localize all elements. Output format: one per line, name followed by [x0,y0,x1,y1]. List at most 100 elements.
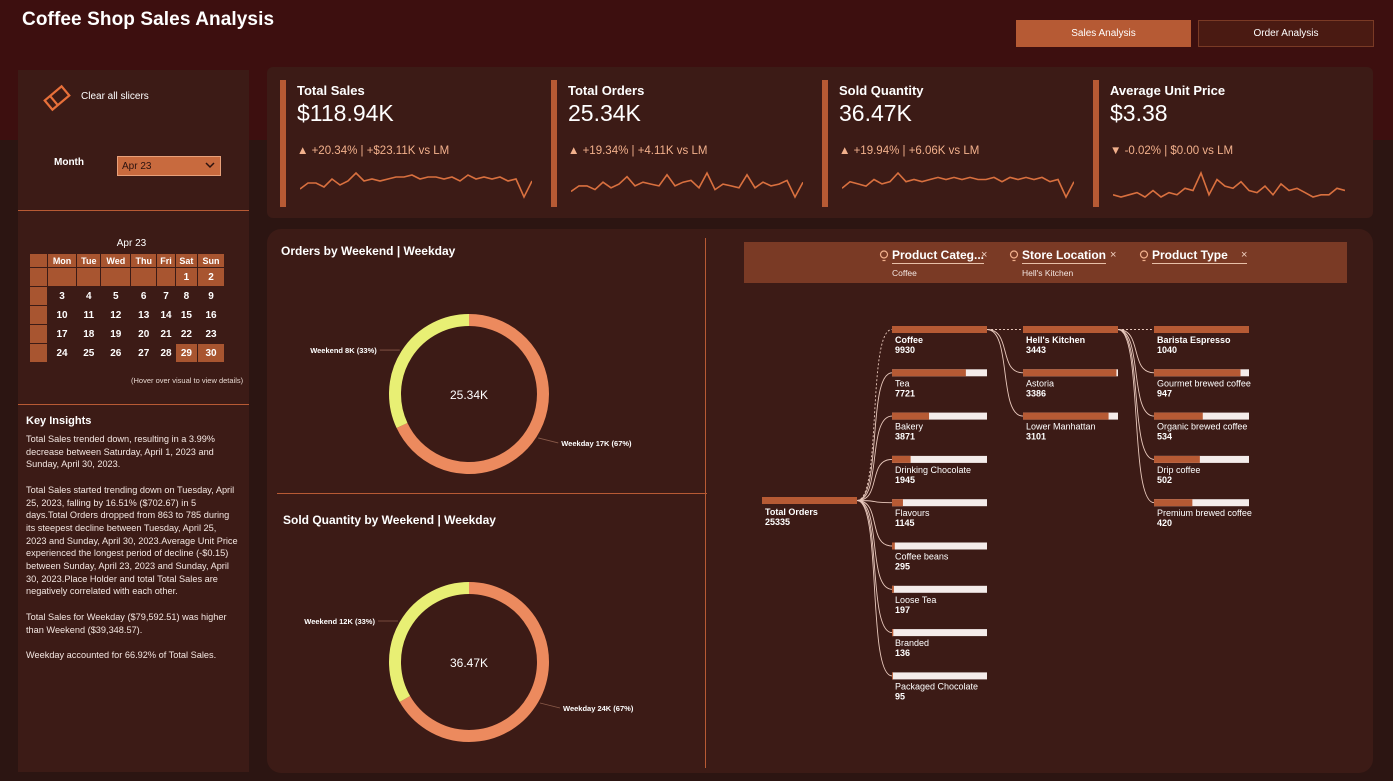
close-icon[interactable]: × [981,249,988,261]
tree-node-bar[interactable] [1023,326,1118,333]
tree-node-label: Packaged Chocolate [895,681,978,691]
tree-node-track [892,629,987,637]
donut-slice-weekend[interactable] [389,314,470,429]
tree-node-bar[interactable] [1154,369,1241,377]
calendar-day[interactable]: 11 [77,306,101,324]
tree-node-bar[interactable] [1154,412,1203,420]
chart-divider-horizontal [277,493,707,494]
donut-slice-weekday[interactable] [399,582,549,742]
calendar-day[interactable]: 29 [175,344,198,362]
month-dropdown[interactable]: Apr 23 [117,156,221,176]
tree-node-value: 3386 [1026,388,1046,398]
calendar-day-header: Sat [175,254,198,267]
clear-slicers-button[interactable]: Clear all slicers [81,91,149,102]
calendar-day[interactable]: 25 [77,344,101,362]
tree-node-bar[interactable] [892,542,895,550]
donut-slice-weekend[interactable] [389,582,470,702]
calendar-empty-cell [101,268,131,286]
calendar-day[interactable]: 10 [48,306,77,324]
donut-slice-weekday[interactable] [396,314,549,474]
calendar-empty-cell [48,268,77,286]
tree-node-bar[interactable] [1154,499,1193,507]
close-icon[interactable]: × [1110,249,1117,261]
tree-link [1117,329,1155,374]
orders-donut-chart[interactable]: Weekday 17K (67%) Weekend 8K (33%) 25.34K [297,269,687,489]
calendar-day[interactable]: 16 [198,306,224,324]
calendar-day[interactable]: 1 [175,268,198,286]
calendar-day[interactable]: 7 [157,287,175,305]
tree-node-bar[interactable] [892,585,894,593]
calendar-day[interactable]: 22 [175,325,198,343]
calendar-day[interactable]: 13 [131,306,157,324]
tree-node-label: Tea [895,378,910,388]
calendar-day[interactable]: 24 [48,344,77,362]
sparkline-path [1113,170,1345,198]
tree-node-track [1154,499,1249,507]
kpi-delta-text: +20.34% | +$23.11K vs LM [311,145,450,157]
tree-node-value: 534 [1157,432,1172,442]
order-analysis-button[interactable]: Order Analysis [1198,20,1374,47]
calendar-day[interactable]: 14 [157,306,175,324]
tree-node-bar[interactable] [1154,326,1249,333]
tree-node-value: 197 [895,605,910,615]
calendar-day[interactable]: 20 [131,325,157,343]
tree-node-bar[interactable] [892,629,894,637]
slicer-panel: Clear all slicers Month Apr 23 Apr 23 Mo… [18,70,249,772]
sparkline-path [300,171,532,199]
tree-node-label: Coffee beans [895,552,949,562]
kpi-delta-text: +19.34% | +4.11K vs LM [582,145,708,157]
calendar-day[interactable]: 23 [198,325,224,343]
tree-node-label: Astoria [1026,378,1054,388]
filter-value: Coffee [892,268,917,278]
calendar-day[interactable]: 26 [101,344,131,362]
calendar-day[interactable]: 27 [131,344,157,362]
eraser-icon[interactable] [42,83,72,113]
calendar-day[interactable]: 28 [157,344,175,362]
calendar-day[interactable]: 19 [101,325,131,343]
kpi-average-unit-price[interactable]: Average Unit Price $3.38 ▼ -0.02% | $0.0… [1093,80,1353,207]
tree-node-bar[interactable] [1023,412,1109,420]
sales-analysis-button[interactable]: Sales Analysis [1016,20,1191,47]
calendar-day[interactable]: 12 [101,306,131,324]
calendar-day-header: Fri [157,254,175,267]
tree-root-bar[interactable] [762,497,857,504]
calendar-day[interactable]: 4 [77,287,101,305]
kpi-sold-quantity[interactable]: Sold Quantity 36.47K ▲ +19.94% | +6.06K … [822,80,1082,207]
calendar-day[interactable]: 17 [48,325,77,343]
tree-node-bar[interactable] [892,326,987,333]
tree-node-value: 95 [895,691,905,701]
tree-node-bar[interactable] [892,455,911,463]
kpi-delta: ▲ +19.94% | +6.06K vs LM [839,145,979,157]
calendar-day[interactable]: 18 [77,325,101,343]
quantity-donut-title: Sold Quantity by Weekend | Weekday [283,513,496,527]
calendar-day[interactable]: 15 [175,306,198,324]
close-icon[interactable]: × [1241,249,1248,261]
calendar-day[interactable]: 6 [131,287,157,305]
donut-center-label: 25.34K [450,388,488,402]
tree-node-bar[interactable] [1154,455,1200,463]
tree-node-label: Barista Espresso [1157,335,1231,345]
tree-node-value: 502 [1157,475,1172,485]
tree-node-bar[interactable] [892,672,893,680]
tree-node-bar[interactable] [892,369,966,377]
calendar-day[interactable]: 2 [198,268,224,286]
tree-node-label: Branded [895,638,929,648]
tree-node-value: 947 [1157,388,1172,398]
calendar-day[interactable]: 30 [198,344,224,362]
tree-node-bar[interactable] [1023,369,1117,377]
tree-node-bar[interactable] [892,499,903,507]
tree-link [1117,329,1155,504]
tree-node-label: Coffee [895,335,923,345]
kpi-total-sales[interactable]: Total Sales $118.94K ▲ +20.34% | +$23.11… [280,80,540,207]
quantity-donut-chart[interactable]: Weekday 24K (67%) Weekend 12K (33%) 36.47K [297,537,687,757]
tree-node-bar[interactable] [892,412,930,420]
tree-node-label: Lower Manhattan [1026,422,1096,432]
calendar-day[interactable]: 21 [157,325,175,343]
calendar-day[interactable]: 5 [101,287,131,305]
calendar-day[interactable]: 3 [48,287,77,305]
calendar-day[interactable]: 8 [175,287,198,305]
kpi-total-orders[interactable]: Total Orders 25.34K ▲ +19.34% | +4.11K v… [551,80,811,207]
calendar-day[interactable]: 9 [198,287,224,305]
tree-link [856,458,893,501]
